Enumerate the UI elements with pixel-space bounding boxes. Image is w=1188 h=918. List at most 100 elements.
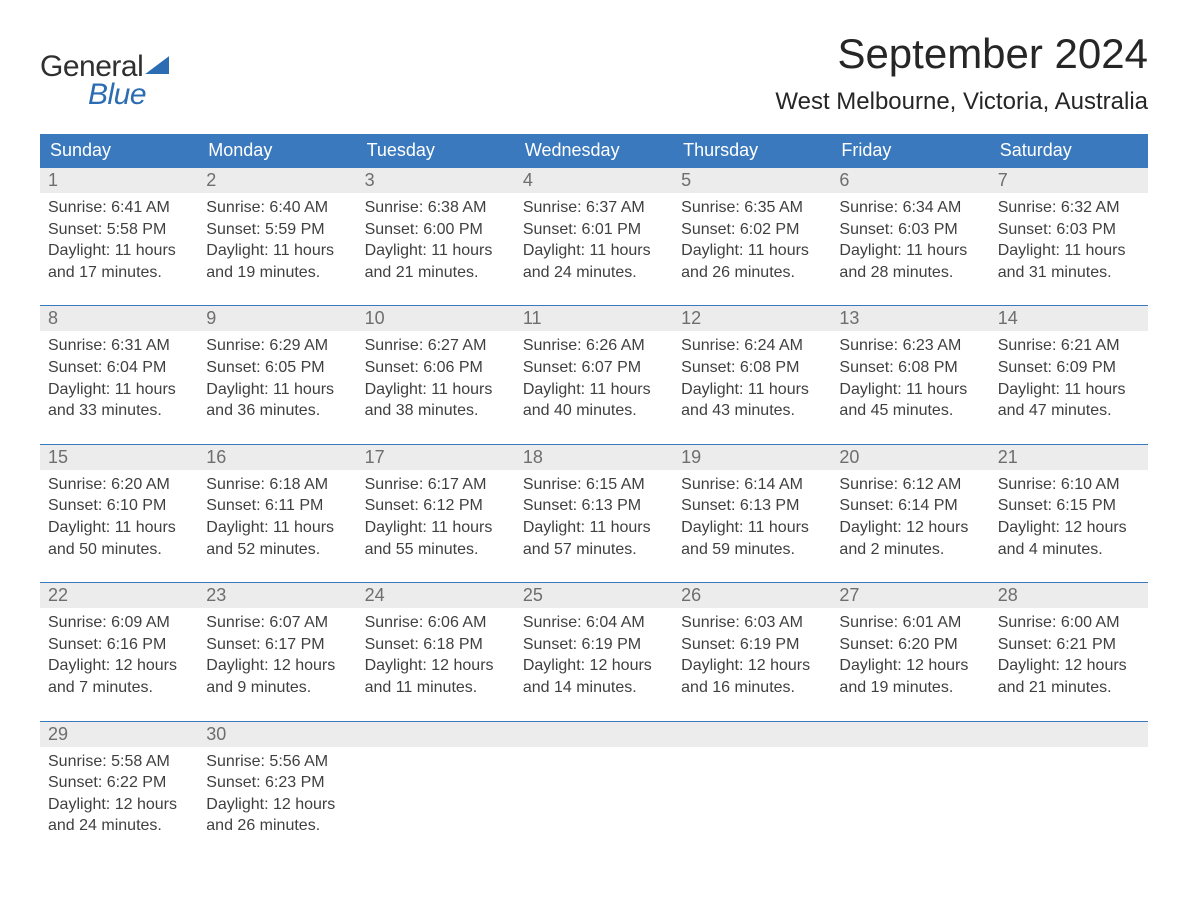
sunrise-line: Sunrise: 6:26 AM — [523, 335, 665, 357]
sunset-line: Sunset: 6:22 PM — [48, 772, 190, 794]
day-number: 29 — [40, 722, 198, 747]
daylight-line-2: and 38 minutes. — [365, 400, 507, 422]
sunset-line: Sunset: 6:15 PM — [998, 495, 1140, 517]
daylight-line-2: and 16 minutes. — [681, 677, 823, 699]
day-cell: Sunrise: 6:18 AMSunset: 6:11 PMDaylight:… — [198, 470, 356, 564]
day-number: 14 — [990, 306, 1148, 331]
daylight-line-2: and 21 minutes. — [998, 677, 1140, 699]
daylight-line-2: and 24 minutes. — [523, 262, 665, 284]
day-number: 21 — [990, 445, 1148, 470]
sunrise-line: Sunrise: 6:06 AM — [365, 612, 507, 634]
day-number: 28 — [990, 583, 1148, 608]
day-number: 22 — [40, 583, 198, 608]
sunrise-line: Sunrise: 6:03 AM — [681, 612, 823, 634]
sunrise-line: Sunrise: 5:56 AM — [206, 751, 348, 773]
day-cell: Sunrise: 5:56 AMSunset: 6:23 PMDaylight:… — [198, 747, 356, 841]
day-number-row: 22232425262728 — [40, 583, 1148, 608]
sunset-line: Sunset: 6:09 PM — [998, 357, 1140, 379]
sunrise-line: Sunrise: 6:31 AM — [48, 335, 190, 357]
daylight-line-2: and 59 minutes. — [681, 539, 823, 561]
day-number: 15 — [40, 445, 198, 470]
sunset-line: Sunset: 6:05 PM — [206, 357, 348, 379]
day-number: 30 — [198, 722, 356, 747]
brand-flag-icon — [145, 56, 169, 74]
sunrise-line: Sunrise: 5:58 AM — [48, 751, 190, 773]
day-number: 8 — [40, 306, 198, 331]
day-cell — [673, 747, 831, 841]
sunset-line: Sunset: 6:23 PM — [206, 772, 348, 794]
day-number: 23 — [198, 583, 356, 608]
sunrise-line: Sunrise: 6:35 AM — [681, 197, 823, 219]
weekday-wednesday: Wednesday — [515, 134, 673, 167]
sunrise-line: Sunrise: 6:10 AM — [998, 474, 1140, 496]
sunset-line: Sunset: 6:18 PM — [365, 634, 507, 656]
sunset-line: Sunset: 6:01 PM — [523, 219, 665, 241]
sunset-line: Sunset: 6:00 PM — [365, 219, 507, 241]
daylight-line-1: Daylight: 12 hours — [48, 655, 190, 677]
sunset-line: Sunset: 6:10 PM — [48, 495, 190, 517]
sunrise-line: Sunrise: 6:18 AM — [206, 474, 348, 496]
day-cell: Sunrise: 6:29 AMSunset: 6:05 PMDaylight:… — [198, 331, 356, 425]
day-number — [831, 722, 989, 747]
day-cell: Sunrise: 6:23 AMSunset: 6:08 PMDaylight:… — [831, 331, 989, 425]
daylight-line-2: and 45 minutes. — [839, 400, 981, 422]
day-cell: Sunrise: 6:26 AMSunset: 6:07 PMDaylight:… — [515, 331, 673, 425]
day-number-row: 891011121314 — [40, 306, 1148, 331]
sunrise-line: Sunrise: 6:23 AM — [839, 335, 981, 357]
sunrise-line: Sunrise: 6:09 AM — [48, 612, 190, 634]
sunrise-line: Sunrise: 6:01 AM — [839, 612, 981, 634]
weekday-friday: Friday — [831, 134, 989, 167]
daylight-line-1: Daylight: 12 hours — [998, 517, 1140, 539]
daylight-line-1: Daylight: 11 hours — [681, 517, 823, 539]
weekday-tuesday: Tuesday — [357, 134, 515, 167]
daylight-line-2: and 50 minutes. — [48, 539, 190, 561]
daylight-line-1: Daylight: 11 hours — [523, 517, 665, 539]
daylight-line-1: Daylight: 11 hours — [998, 240, 1140, 262]
daylight-line-1: Daylight: 11 hours — [523, 240, 665, 262]
day-number: 3 — [357, 168, 515, 193]
day-cell: Sunrise: 6:20 AMSunset: 6:10 PMDaylight:… — [40, 470, 198, 564]
sunrise-line: Sunrise: 6:41 AM — [48, 197, 190, 219]
sunrise-line: Sunrise: 6:34 AM — [839, 197, 981, 219]
daylight-line-1: Daylight: 11 hours — [998, 379, 1140, 401]
day-number: 13 — [831, 306, 989, 331]
sunset-line: Sunset: 6:13 PM — [523, 495, 665, 517]
daylight-line-2: and 4 minutes. — [998, 539, 1140, 561]
day-number: 12 — [673, 306, 831, 331]
day-number: 9 — [198, 306, 356, 331]
day-cell: Sunrise: 6:15 AMSunset: 6:13 PMDaylight:… — [515, 470, 673, 564]
daylight-line-2: and 11 minutes. — [365, 677, 507, 699]
daylight-line-1: Daylight: 12 hours — [48, 794, 190, 816]
day-cell: Sunrise: 6:24 AMSunset: 6:08 PMDaylight:… — [673, 331, 831, 425]
daylight-line-1: Daylight: 11 hours — [206, 240, 348, 262]
sunrise-line: Sunrise: 6:15 AM — [523, 474, 665, 496]
daylight-line-2: and 19 minutes. — [206, 262, 348, 284]
day-cell: Sunrise: 6:00 AMSunset: 6:21 PMDaylight:… — [990, 608, 1148, 702]
daylight-line-1: Daylight: 11 hours — [839, 240, 981, 262]
sunset-line: Sunset: 6:20 PM — [839, 634, 981, 656]
day-number: 17 — [357, 445, 515, 470]
day-cell: Sunrise: 6:10 AMSunset: 6:15 PMDaylight:… — [990, 470, 1148, 564]
sunset-line: Sunset: 6:21 PM — [998, 634, 1140, 656]
day-number — [357, 722, 515, 747]
day-cell: Sunrise: 6:04 AMSunset: 6:19 PMDaylight:… — [515, 608, 673, 702]
sunset-line: Sunset: 6:06 PM — [365, 357, 507, 379]
day-number: 1 — [40, 168, 198, 193]
calendar-week: 2930 Sunrise: 5:58 AMSunset: 6:22 PMDayli… — [40, 721, 1148, 841]
day-number: 10 — [357, 306, 515, 331]
daylight-line-2: and 14 minutes. — [523, 677, 665, 699]
day-cell: Sunrise: 6:03 AMSunset: 6:19 PMDaylight:… — [673, 608, 831, 702]
day-number: 16 — [198, 445, 356, 470]
day-cell: Sunrise: 6:17 AMSunset: 6:12 PMDaylight:… — [357, 470, 515, 564]
daylight-line-1: Daylight: 11 hours — [681, 240, 823, 262]
day-cell: Sunrise: 6:41 AMSunset: 5:58 PMDaylight:… — [40, 193, 198, 287]
day-number: 2 — [198, 168, 356, 193]
sunrise-line: Sunrise: 6:24 AM — [681, 335, 823, 357]
daylight-line-1: Daylight: 12 hours — [523, 655, 665, 677]
daylight-line-2: and 57 minutes. — [523, 539, 665, 561]
sunset-line: Sunset: 6:08 PM — [681, 357, 823, 379]
calendar-week: 22232425262728 Sunrise: 6:09 AM Sunset: 6:… — [40, 582, 1148, 702]
sunset-line: Sunset: 5:59 PM — [206, 219, 348, 241]
sunset-line: Sunset: 5:58 PM — [48, 219, 190, 241]
daylight-line-2: and 24 minutes. — [48, 815, 190, 837]
